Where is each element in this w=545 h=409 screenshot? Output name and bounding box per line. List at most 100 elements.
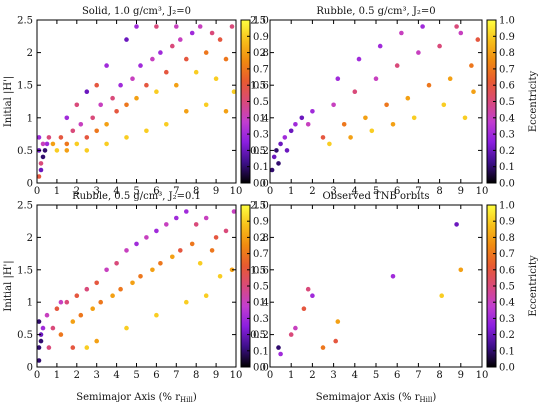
data-point [193, 222, 199, 227]
colorbar-tick-label: 0.6 [499, 81, 515, 92]
data-point [223, 228, 229, 234]
data-point [64, 148, 70, 153]
data-point [154, 228, 159, 234]
data-point [94, 338, 99, 344]
data-point [58, 299, 64, 305]
data-point [203, 293, 209, 299]
data-point [124, 37, 129, 42]
data-point [104, 122, 109, 127]
data-point [124, 102, 129, 108]
data-point [36, 358, 42, 363]
x-tick-label: 5 [373, 186, 379, 197]
data-point [110, 293, 115, 299]
colorbar-tick-label: 0.5 [253, 97, 269, 108]
data-point [94, 82, 99, 88]
data-point [231, 209, 237, 214]
colorbar-tick-label: 0.2 [499, 146, 515, 157]
data-point [50, 141, 56, 147]
data-point [124, 135, 129, 140]
x-tick-label: 9 [458, 370, 464, 381]
x-tick-label: 7 [415, 186, 421, 197]
data-point [320, 345, 326, 350]
data-point [271, 154, 277, 160]
data-point [144, 128, 149, 134]
colorbar-tick-label: 0.5 [499, 282, 515, 293]
y-tick-label: 2 [260, 233, 266, 244]
data-point [288, 128, 294, 134]
data-point [475, 37, 481, 42]
data-point [130, 76, 135, 81]
x-tick-label: 7 [415, 370, 421, 381]
data-point [78, 312, 84, 318]
colorbar-tick-label: 0.4 [499, 298, 515, 309]
data-point [150, 56, 155, 62]
y-tick-label: 1 [260, 113, 266, 124]
y-tick-label: 0 [260, 179, 266, 190]
colorbar-tick-label: 0.8 [253, 48, 269, 59]
x-axis-label: Semimajor Axis (% rHill) [76, 392, 197, 404]
data-point [70, 319, 76, 324]
data-point [36, 174, 42, 179]
data-point [144, 235, 149, 240]
data-point [390, 122, 396, 127]
data-point [203, 50, 209, 55]
x-tick-label: 8 [193, 186, 199, 197]
x-tick-label: 7 [173, 370, 179, 381]
data-point [36, 319, 42, 324]
panel-title: Observed TNB orbits [322, 191, 429, 202]
x-tick-label: 10 [476, 370, 489, 381]
data-point [458, 30, 464, 36]
data-point [462, 115, 468, 121]
data-point [310, 293, 315, 299]
data-point [184, 209, 189, 214]
data-point [78, 122, 84, 127]
data-point [469, 63, 474, 68]
data-point [70, 345, 76, 350]
data-point [369, 128, 375, 134]
x-tick-label: 8 [436, 186, 442, 197]
data-point [84, 345, 90, 350]
x-tick-label: 2 [309, 186, 315, 197]
data-point [394, 63, 400, 68]
y-axis-label: Initial |H'| [3, 260, 14, 311]
data-point [454, 24, 459, 29]
x-tick-label: 1 [288, 370, 294, 381]
data-point [90, 306, 95, 312]
data-point [335, 76, 341, 81]
data-point [174, 24, 179, 29]
y-tick-label: 1 [27, 298, 33, 309]
data-point [130, 280, 135, 286]
data-point [46, 135, 52, 140]
x-tick-label: 1 [54, 370, 60, 381]
data-point [74, 102, 80, 108]
data-point [50, 325, 56, 331]
data-point [439, 293, 445, 299]
data-point [223, 56, 229, 62]
x-tick-label: 5 [373, 370, 379, 381]
data-point [447, 76, 453, 81]
data-point [64, 299, 70, 305]
y-tick-label: 2.5 [250, 201, 266, 212]
x-tick-label: 6 [153, 370, 159, 381]
data-point [310, 109, 315, 114]
y-tick-label: 2 [260, 48, 266, 59]
data-point [213, 76, 219, 81]
data-point [341, 122, 347, 127]
data-point [282, 135, 288, 140]
colorbar-tick-label: 0.6 [499, 265, 515, 276]
data-point [197, 261, 203, 266]
colorbar-label: Eccentricity [528, 255, 539, 317]
y-tick-label: 0.5 [17, 330, 33, 341]
data-point [197, 24, 203, 29]
data-point [327, 141, 332, 147]
data-point [335, 319, 341, 324]
x-tick-label: 9 [458, 186, 464, 197]
data-point [154, 312, 159, 318]
colorbar-tick-label: 0.8 [253, 233, 269, 244]
data-point [223, 109, 229, 114]
data-point [158, 261, 163, 266]
colorbar-tick-label: 0.3 [499, 314, 515, 325]
data-point [174, 82, 179, 88]
data-point [118, 286, 123, 292]
data-point [278, 351, 283, 357]
